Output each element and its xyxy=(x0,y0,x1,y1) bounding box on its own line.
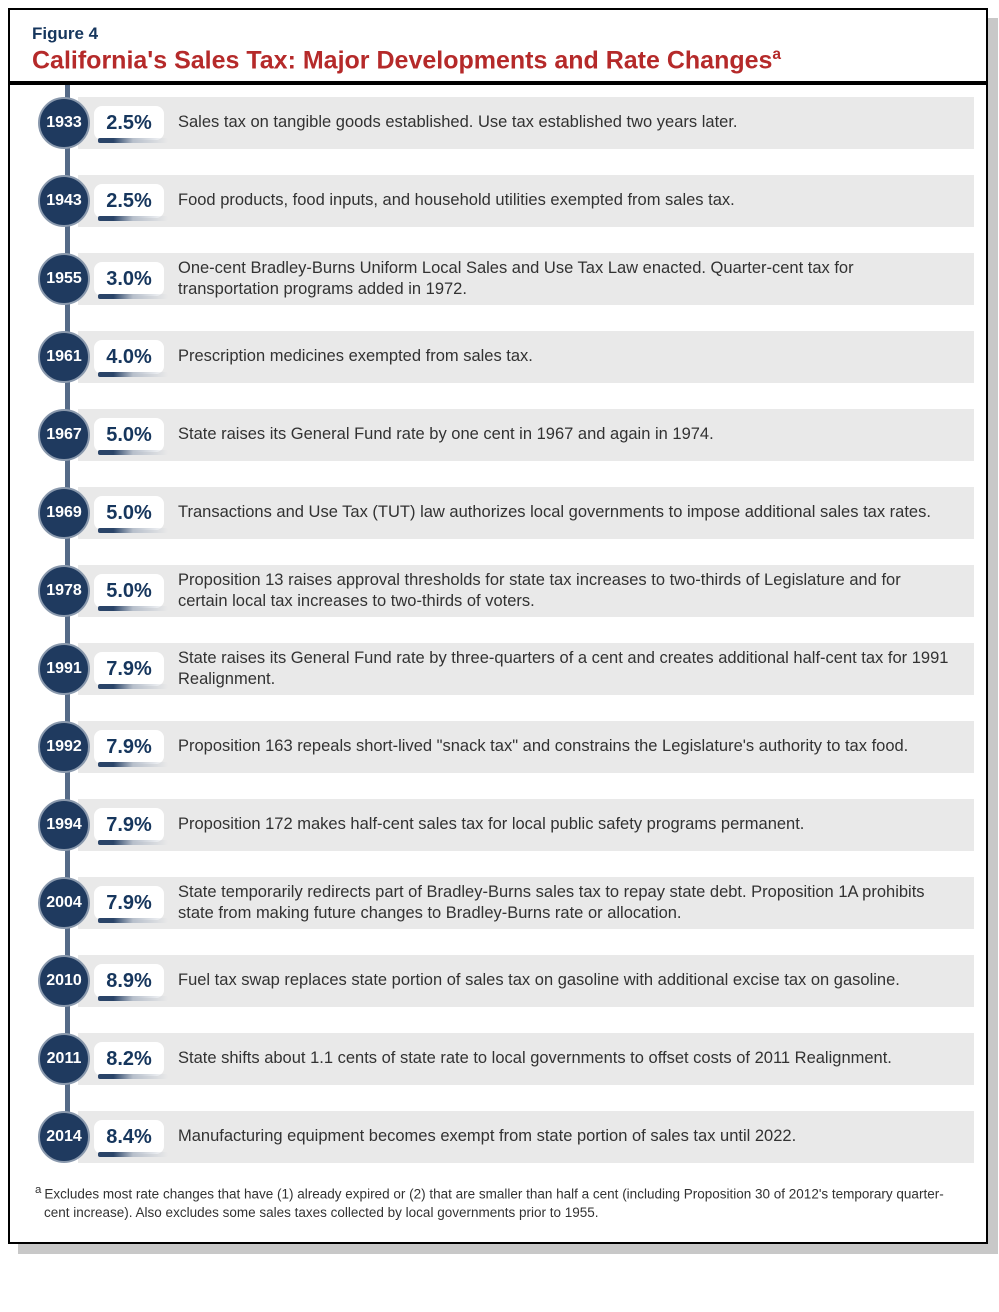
rate-value: 7.9% xyxy=(94,886,164,920)
event-description: State raises its General Fund rate by th… xyxy=(178,648,964,691)
event-description: State shifts about 1.1 cents of state ra… xyxy=(178,1048,906,1069)
year-node: 1991 xyxy=(38,643,90,695)
rate-value: 2.5% xyxy=(94,184,164,218)
event-description: Transactions and Use Tax (TUT) law autho… xyxy=(178,502,945,523)
rate-value: 8.9% xyxy=(94,964,164,998)
timeline-row: 20047.9% State temporarily redirects part… xyxy=(38,877,964,929)
year-node: 1994 xyxy=(38,799,90,851)
rate-value: 8.4% xyxy=(94,1120,164,1154)
rate-value: 2.5% xyxy=(94,106,164,140)
year-node: 2014 xyxy=(38,1111,90,1163)
footnote-text: Excludes most rate changes that have (1)… xyxy=(44,1187,944,1220)
timeline-row: 19947.9% Proposition 172 makes half-cent … xyxy=(38,799,964,851)
footnote-superscript: a xyxy=(35,1184,41,1196)
event-description: Food products, food inputs, and househol… xyxy=(178,190,749,211)
rate-value: 7.9% xyxy=(94,652,164,686)
rate-value: 7.9% xyxy=(94,730,164,764)
timeline-row: 19675.0% State raises its General Fund ra… xyxy=(38,409,964,461)
year-node: 1967 xyxy=(38,409,90,461)
event-description: State temporarily redirects part of Brad… xyxy=(178,882,964,925)
timeline-row: 20118.2% State shifts about 1.1 cents of … xyxy=(38,1033,964,1085)
event-description: Fuel tax swap replaces state portion of … xyxy=(178,970,914,991)
figure-box: Figure 4 California's Sales Tax: Major D… xyxy=(8,8,988,1244)
timeline-row: 19785.0% Proposition 13 raises approval t… xyxy=(38,565,964,617)
figure-title-superscript: a xyxy=(772,46,781,63)
title-rule xyxy=(10,81,986,85)
rate-value: 5.0% xyxy=(94,496,164,530)
figure-container: Figure 4 California's Sales Tax: Major D… xyxy=(8,8,988,1244)
rate-value: 3.0% xyxy=(94,262,164,296)
timeline-row: 20148.4% Manufacturing equipment becomes … xyxy=(38,1111,964,1163)
timeline-row: 19432.5% Food products, food inputs, and … xyxy=(38,175,964,227)
event-description: Proposition 172 makes half-cent sales ta… xyxy=(178,814,818,835)
year-node: 1978 xyxy=(38,565,90,617)
figure-title-text: California's Sales Tax: Major Developmen… xyxy=(32,46,772,74)
figure-title: California's Sales Tax: Major Developmen… xyxy=(32,46,964,75)
footnote: aExcludes most rate changes that have (1… xyxy=(32,1175,964,1224)
figure-label: Figure 4 xyxy=(32,24,964,44)
event-description: Manufacturing equipment becomes exempt f… xyxy=(178,1126,810,1147)
timeline-row: 19332.5% Sales tax on tangible goods esta… xyxy=(38,97,964,149)
year-node: 2010 xyxy=(38,955,90,1007)
year-node: 1955 xyxy=(38,253,90,305)
rate-value: 5.0% xyxy=(94,418,164,452)
year-node: 1961 xyxy=(38,331,90,383)
rate-value: 4.0% xyxy=(94,340,164,374)
timeline-row: 20108.9% Fuel tax swap replaces state por… xyxy=(38,955,964,1007)
timeline-row: 19917.9% State raises its General Fund ra… xyxy=(38,643,964,695)
event-description: Proposition 13 raises approval threshold… xyxy=(178,570,964,613)
year-node: 2004 xyxy=(38,877,90,929)
timeline-row: 19553.0% One-cent Bradley-Burns Uniform L… xyxy=(38,253,964,305)
year-node: 1933 xyxy=(38,97,90,149)
year-node: 1992 xyxy=(38,721,90,773)
rate-value: 7.9% xyxy=(94,808,164,842)
timeline: 19332.5%Sales tax on tangible goods esta… xyxy=(32,91,964,1163)
event-description: Prescription medicines exempted from sal… xyxy=(178,346,547,367)
rate-value: 8.2% xyxy=(94,1042,164,1076)
timeline-row: 19614.0% Prescription medicines exempted … xyxy=(38,331,964,383)
event-description: One-cent Bradley-Burns Uniform Local Sal… xyxy=(178,258,964,301)
event-description: State raises its General Fund rate by on… xyxy=(178,424,728,445)
year-node: 1969 xyxy=(38,487,90,539)
timeline-row: 19695.0% Transactions and Use Tax (TUT) l… xyxy=(38,487,964,539)
event-description: Sales tax on tangible goods established.… xyxy=(178,112,752,133)
timeline-row: 19927.9% Proposition 163 repeals short-li… xyxy=(38,721,964,773)
rate-value: 5.0% xyxy=(94,574,164,608)
year-node: 2011 xyxy=(38,1033,90,1085)
year-node: 1943 xyxy=(38,175,90,227)
event-description: Proposition 163 repeals short-lived "sna… xyxy=(178,736,922,757)
